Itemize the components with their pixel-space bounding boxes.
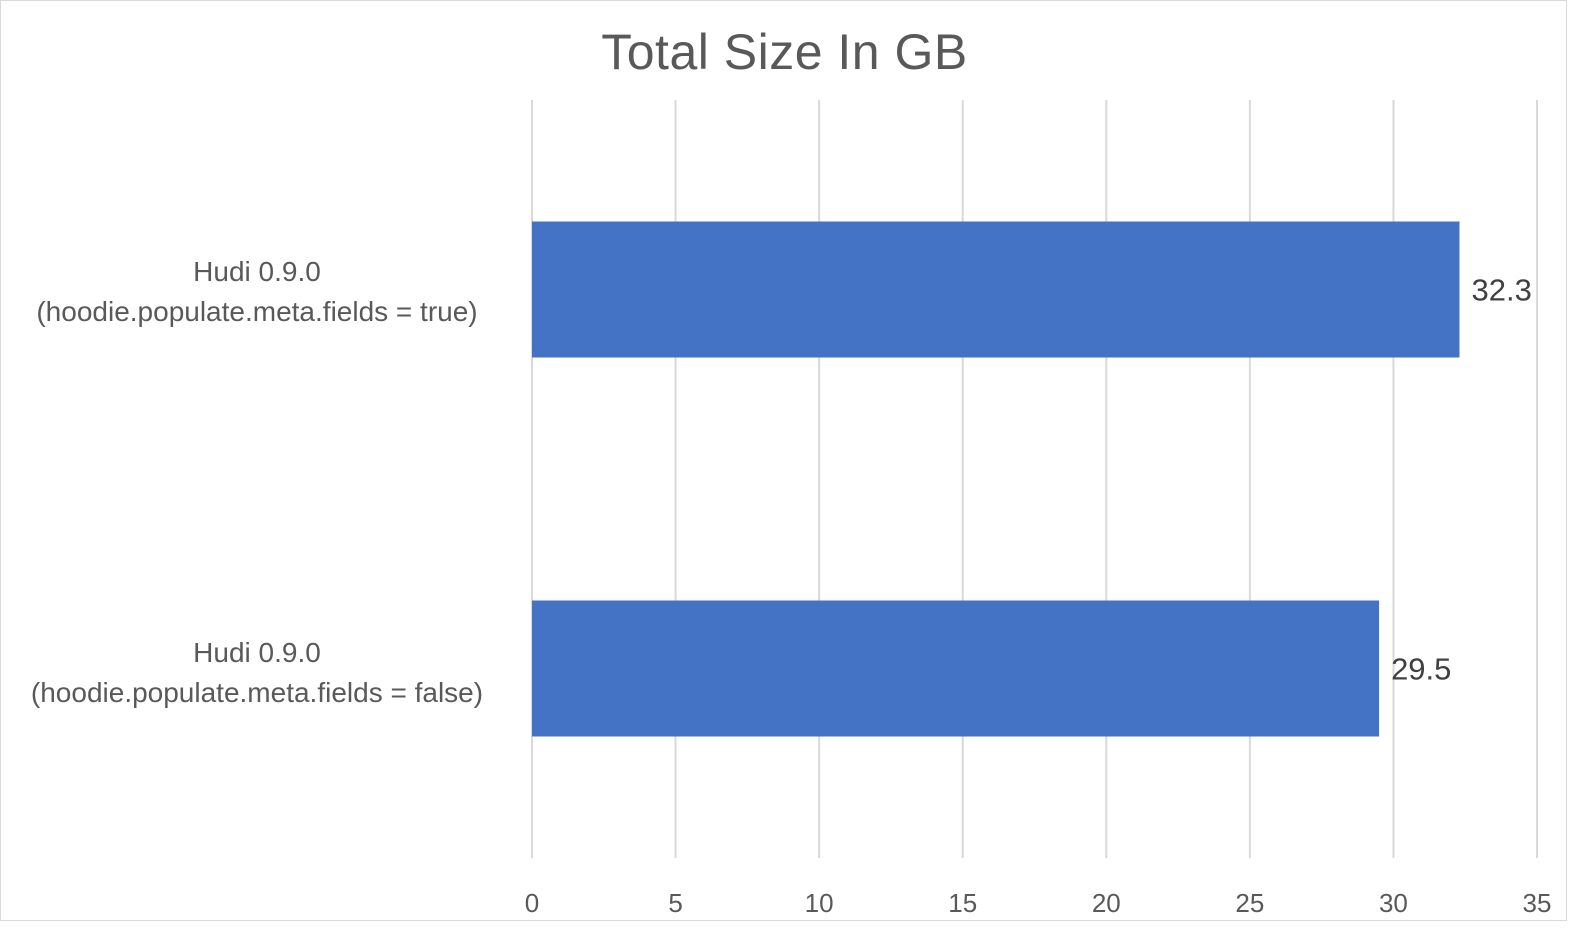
x-tick-label-25: 25 (1235, 888, 1264, 918)
x-tick-label-30: 30 (1379, 888, 1408, 918)
x-tick-label-15: 15 (948, 888, 977, 918)
category-label-false: Hudi 0.9.0 (hoodie.populate.meta.fields … (1, 633, 513, 713)
x-axis-ticks: 0 5 10 15 20 25 30 35 (525, 888, 1552, 918)
category-label-true-line2: (hoodie.populate.meta.fields = true) (36, 296, 478, 327)
data-label-0: 32.3 (1471, 273, 1531, 308)
data-labels: 32.3 29.5 (1391, 273, 1532, 687)
category-label-false-line1: Hudi 0.9.0 (193, 637, 321, 668)
x-tick-label-5: 5 (668, 888, 682, 918)
chart-title: Total Size In GB (601, 24, 968, 80)
x-tick-label-35: 35 (1523, 888, 1552, 918)
data-label-1: 29.5 (1391, 652, 1451, 687)
bars (532, 221, 1460, 737)
x-tick-label-20: 20 (1092, 888, 1121, 918)
category-label-false-line2: (hoodie.populate.meta.fields = false) (30, 677, 484, 708)
category-label-true-line1: Hudi 0.9.0 (193, 256, 321, 287)
x-tick-label-10: 10 (805, 888, 834, 918)
gridlines (531, 100, 1538, 858)
bar-1 (532, 600, 1380, 737)
x-tick-label-0: 0 (525, 888, 539, 918)
bar-0 (532, 221, 1460, 358)
category-label-true: Hudi 0.9.0 (hoodie.populate.meta.fields … (1, 252, 513, 332)
